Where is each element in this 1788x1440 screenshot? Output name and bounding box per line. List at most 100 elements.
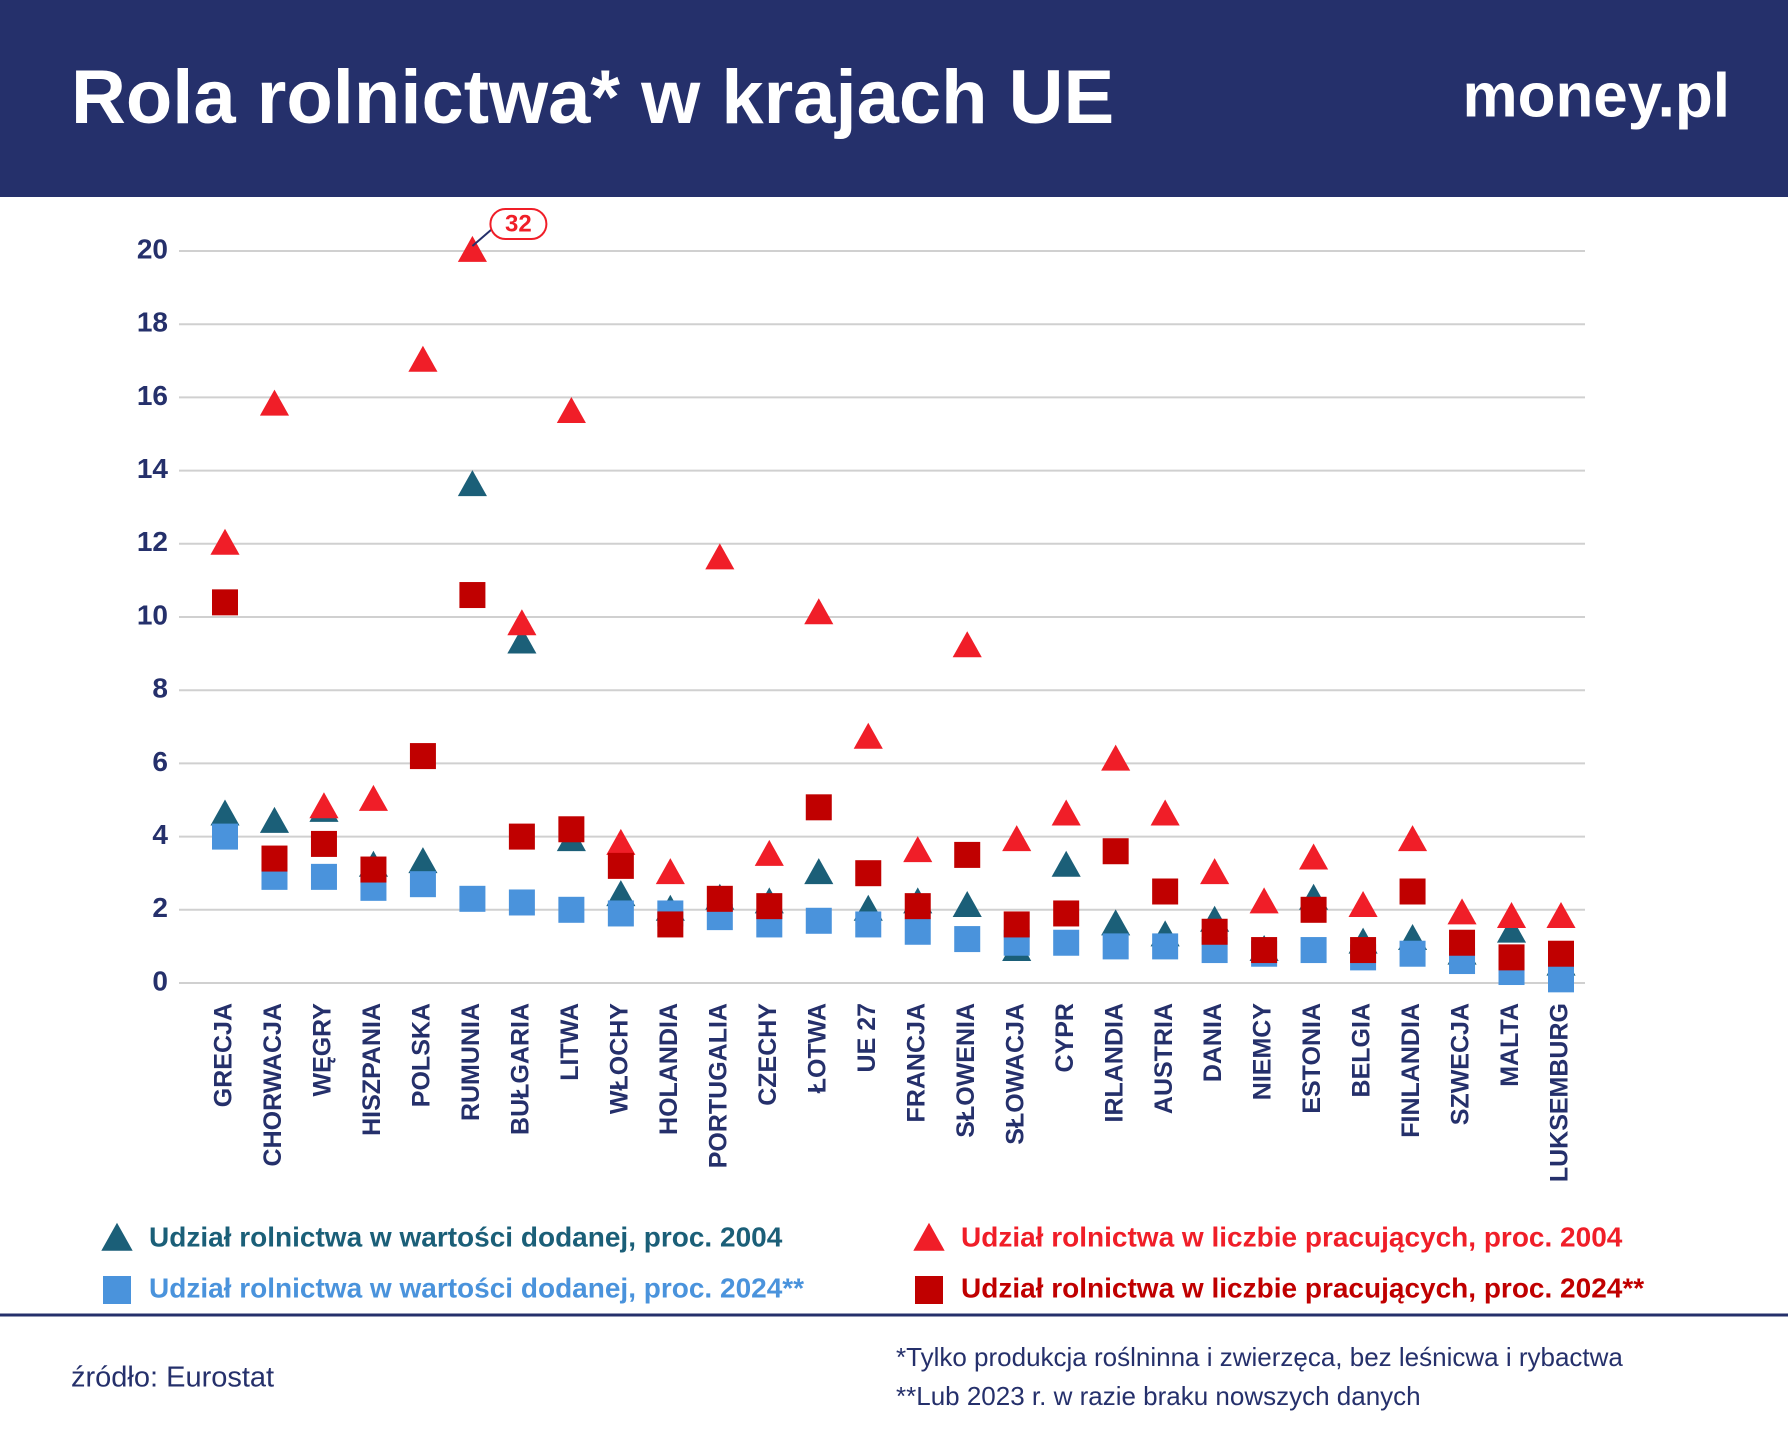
x-tick-label: CHORWACJA <box>259 1003 287 1166</box>
square-marker <box>1152 933 1179 960</box>
x-tick-label: POLSKA <box>408 1003 436 1107</box>
x-tick-label: AUSTRIA <box>1150 1003 1178 1114</box>
triangle-marker <box>606 828 636 855</box>
x-tick-label: NIEMCY <box>1249 1003 1277 1101</box>
triangle-marker <box>556 396 586 423</box>
square-marker <box>904 918 931 945</box>
square-marker <box>1003 911 1030 938</box>
triangle-marker <box>358 784 389 811</box>
y-tick-label: 12 <box>137 526 168 557</box>
y-tick-label: 16 <box>137 380 168 411</box>
triangle-marker <box>408 345 438 372</box>
x-tick-label: SŁOWENIA <box>952 1003 980 1138</box>
x-tick-label: SZWECJA <box>1447 1003 1475 1125</box>
triangle-marker <box>210 799 240 826</box>
square-marker <box>459 885 486 912</box>
triangle-marker <box>507 627 537 654</box>
triangle-marker <box>952 631 982 658</box>
x-tick-label: SŁOWACJA <box>1001 1003 1029 1145</box>
triangle-marker <box>913 1222 945 1251</box>
square-marker <box>409 871 436 898</box>
square-marker <box>1102 933 1129 960</box>
y-tick-label: 18 <box>137 307 168 338</box>
triangle-marker <box>1348 891 1378 918</box>
triangle-marker <box>1496 902 1527 929</box>
square-marker <box>212 589 238 616</box>
triangle-marker <box>309 792 339 819</box>
triangle-marker <box>259 806 290 833</box>
square-marker <box>1350 937 1377 964</box>
x-tick-label: UE 27 <box>853 1003 881 1072</box>
x-tick-label: ESTONIA <box>1298 1003 1326 1114</box>
triangle-marker <box>903 836 933 863</box>
square-marker <box>1399 878 1426 905</box>
x-tick-label: RUMUNIA <box>457 1003 485 1121</box>
square-marker <box>904 893 931 920</box>
square-marker <box>261 845 288 872</box>
triangle-marker <box>1051 799 1081 826</box>
triangle-marker <box>1150 799 1180 826</box>
x-tick-label: HISZPANIA <box>358 1003 386 1136</box>
square-marker <box>508 889 535 916</box>
triangle-marker <box>259 389 290 416</box>
legend-label: Udział rolnictwa w wartości dodanej, pro… <box>149 1272 804 1303</box>
square-marker <box>310 863 337 890</box>
x-tick-label: WĘGRY <box>309 1003 337 1097</box>
triangle-marker <box>1249 887 1279 914</box>
triangle-marker <box>1051 850 1081 877</box>
triangle-marker <box>507 609 537 636</box>
square-marker <box>558 896 585 923</box>
square-marker <box>607 900 634 927</box>
square-marker <box>954 841 981 868</box>
triangle-marker <box>1299 843 1329 870</box>
triangle-marker <box>853 722 883 749</box>
square-marker <box>954 926 981 953</box>
square-marker <box>360 856 387 883</box>
triangle-marker <box>606 880 636 907</box>
legend-label: Udział rolnictwa w liczbie pracujących, … <box>961 1221 1623 1252</box>
square-marker <box>1053 929 1080 956</box>
triangle-marker <box>705 543 735 570</box>
triangle-marker <box>754 839 784 866</box>
square-marker <box>915 1276 943 1304</box>
break-badge <box>489 208 548 240</box>
title: Rola rolnictwa* w krajach UE <box>71 55 1114 140</box>
x-tick-label: IRLANDIA <box>1100 1003 1128 1122</box>
header-bar <box>0 0 1788 197</box>
square-marker <box>508 823 535 850</box>
square-marker <box>805 794 832 821</box>
triangle-marker <box>1397 825 1428 852</box>
logo: money.pl <box>1462 61 1730 130</box>
square-marker <box>1399 940 1426 967</box>
square-marker <box>1152 878 1179 905</box>
square-marker <box>607 852 634 879</box>
square-marker <box>103 1276 131 1304</box>
square-marker <box>1449 929 1476 956</box>
square-marker <box>1053 900 1080 927</box>
y-tick-label: 14 <box>137 453 169 484</box>
x-tick-label: DANIA <box>1199 1003 1227 1082</box>
x-tick-label: HOLANDIA <box>655 1003 683 1135</box>
square-marker <box>1548 940 1574 967</box>
square-marker <box>212 823 238 850</box>
x-tick-label: PORTUGALIA <box>704 1003 732 1168</box>
square-marker <box>310 830 337 857</box>
y-tick-label: 2 <box>152 892 168 923</box>
triangle-marker <box>408 847 438 874</box>
triangle-marker <box>457 235 487 262</box>
legend-label: Udział rolnictwa w liczbie pracujących, … <box>961 1272 1644 1303</box>
square-marker <box>1102 838 1129 865</box>
x-tick-label: WŁOCHY <box>605 1003 633 1114</box>
square-marker <box>1548 966 1574 993</box>
y-tick-label: 4 <box>152 819 168 850</box>
square-marker <box>1300 937 1327 964</box>
x-tick-label: LITWA <box>556 1003 584 1081</box>
x-tick-label: MALTA <box>1496 1003 1524 1087</box>
y-tick-label: 6 <box>152 746 168 777</box>
source: źródło: Eurostat <box>71 1362 274 1394</box>
triangle-marker <box>804 858 834 885</box>
x-tick-label: GRECJA <box>210 1003 238 1107</box>
x-tick-label: BELGIA <box>1348 1003 1376 1097</box>
triangle-marker <box>1002 825 1032 852</box>
